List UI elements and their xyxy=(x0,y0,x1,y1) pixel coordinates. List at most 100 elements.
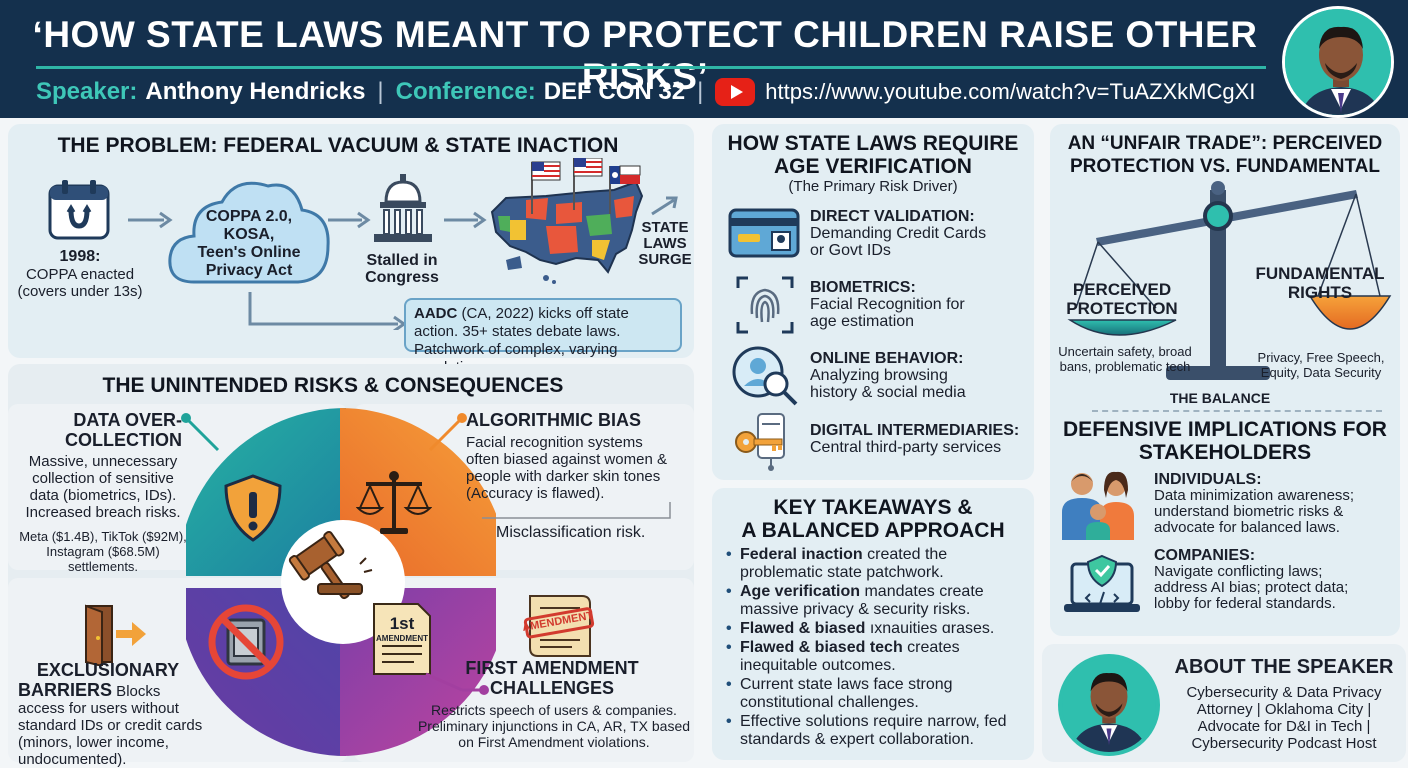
about-text: Cybersecurity & Data Privacy Attorney | … xyxy=(1166,684,1402,752)
doc-label-1: 1st xyxy=(389,614,415,633)
barriers-title-line-2: BARRIERS xyxy=(18,680,113,700)
key-server-icon xyxy=(732,412,802,477)
companies-line: lobby for federal standards. xyxy=(1154,595,1336,612)
about-line: Cybersecurity & Data Privacy xyxy=(1186,684,1382,701)
list-item: Flawed & biased ıxnauities ɑrases. xyxy=(726,620,1030,638)
verify-item: ONLINE BEHAVIOR: Analyzing browsing hist… xyxy=(810,350,966,401)
individuals-line: advocate for balanced laws. xyxy=(1154,519,1340,536)
verify-line: Analyzing browsing xyxy=(810,367,948,384)
verify-title-line: AGE VERIFICATION xyxy=(774,155,972,178)
takeaways-title-line: KEY TAKEAWAYS & xyxy=(773,496,973,519)
verify-title: HOW STATE LAWS REQUIRE AGE VERIFICATION xyxy=(712,132,1034,178)
scales-icon xyxy=(355,468,433,543)
defensive-title: DEFENSIVE IMPLICATIONS FOR STAKEHOLDERS xyxy=(1050,418,1400,464)
bias-block: ALGORITHMIC BIAS Facial recognition syst… xyxy=(466,410,676,502)
about-line: Cybersecurity Podcast Host xyxy=(1191,735,1377,752)
takeaway-bold: Federal inaction xyxy=(740,546,863,563)
verify-heading: ONLINE BEHAVIOR: xyxy=(810,350,964,367)
scroll-stamp-icon xyxy=(520,590,596,667)
verify-line: history & social media xyxy=(810,384,966,401)
laptop-shield-icon xyxy=(1062,554,1142,623)
list-item: Current state laws face strong constitut… xyxy=(726,676,1030,712)
amendment-title: FIRST AMENDMENT CHALLENGES xyxy=(414,658,690,698)
right-label-line: RIGHTS xyxy=(1287,283,1353,302)
amendment-doc-icon xyxy=(370,600,434,683)
companies-line: Navigate conflicting laws; xyxy=(1154,563,1323,580)
verify-line: Facial Recognition for xyxy=(810,296,965,313)
cloud-icon xyxy=(164,172,334,301)
barriers-text: Blocks access for users without standard… xyxy=(18,683,203,768)
verify-heading: DIGITAL INTERMEDIARIES: xyxy=(810,422,1020,439)
takeaway-text: Current state laws face strong constitut… xyxy=(740,676,953,711)
data-title: DATA OVER- COLLECTION xyxy=(18,410,188,450)
companies-heading: COMPANIES: xyxy=(1154,547,1256,564)
takeaways-title: KEY TAKEAWAYS & A BALANCED APPROACH xyxy=(712,496,1034,542)
barriers-block: EXCLUSIONARY BARRIERS Blocks access for … xyxy=(18,660,208,768)
left-sub: Uncertain safety, broad bans, problemati… xyxy=(1050,344,1200,374)
leader-line xyxy=(425,672,489,695)
amendment-title-line: CHALLENGES xyxy=(489,678,614,698)
list-item: Effective solutions require narrow, fed … xyxy=(726,713,1030,749)
step2-line: COPPA 2.0, xyxy=(205,208,293,225)
data-title-line: COLLECTION xyxy=(65,430,182,450)
step2-line: KOSA, xyxy=(223,226,275,243)
individuals-line: Data minimization awareness; xyxy=(1154,487,1355,504)
barriers-text-wrap: BARRIERS Blocks access for users without… xyxy=(18,680,208,768)
step4-text: STATE LAWS SURGE xyxy=(636,220,694,268)
companies-block: COMPANIES: Navigate conflicting laws; ad… xyxy=(1154,548,1394,612)
bias-sub: Misclassification risk. xyxy=(496,524,646,541)
us-map-icon xyxy=(486,160,646,295)
calendar-icon xyxy=(46,176,112,247)
amendment-line: on First Amendment violations. xyxy=(458,734,650,750)
verify-item: BIOMETRICS: Facial Recognition for age e… xyxy=(810,279,965,330)
door-exit-icon xyxy=(80,602,150,671)
about-line: Attorney | Oklahoma City | xyxy=(1196,701,1372,718)
list-item: Flawed & biased tech creates inequitable… xyxy=(726,639,1030,675)
takeaway-text: created the problematic state patchwork. xyxy=(740,546,948,581)
conference-label: Conference: xyxy=(395,78,536,105)
defensive-title-line: STAKEHOLDERS xyxy=(1138,441,1312,464)
takeaways-list: Federal inaction created the problematic… xyxy=(726,546,1030,750)
youtube-link[interactable]: https://www.youtube.com/watch?v=TuAZXkMC… xyxy=(765,79,1256,104)
family-icon xyxy=(1058,468,1142,545)
list-item: Federal inaction created the problematic… xyxy=(726,546,1030,582)
user-search-icon xyxy=(730,344,800,411)
callout-text: (CA, 2022) kicks off state action. 35+ s… xyxy=(414,305,629,376)
balance-scale-icon xyxy=(1056,180,1396,395)
arrow-icon xyxy=(328,211,371,229)
left-sub-line: Uncertain safety, broad xyxy=(1058,344,1192,359)
companies-line: address AI bias; protect data; xyxy=(1154,579,1349,596)
shield-warning-icon xyxy=(222,472,284,549)
amendment-line: Preliminary injunctions in CA, AR, TX ba… xyxy=(417,718,691,734)
risks-title: THE UNINTENDED RISKS & CONSEQUENCES xyxy=(102,374,564,397)
left-label-line: PROTECTION xyxy=(1066,299,1178,318)
step2-line: Teen's Online xyxy=(197,244,301,261)
meta-separator-2: | xyxy=(697,78,704,105)
barriers-title: EXCLUSIONARY xyxy=(18,660,198,680)
trade-title-line: AN “UNFAIR TRADE”: PERCEIVED xyxy=(1067,133,1383,154)
step3-line: Stalled in xyxy=(366,252,438,269)
blocked-id-icon xyxy=(206,602,286,687)
header-divider xyxy=(36,66,1266,69)
youtube-icon[interactable] xyxy=(715,78,756,106)
speaker-portrait-icon xyxy=(1058,654,1160,756)
page-title: ‘HOW STATE LAWS MEANT TO PROTECT CHILDRE… xyxy=(32,14,1258,97)
trade-title-line: PROTECTION VS. FUNDAMENTAL xyxy=(1070,156,1380,177)
verify-panel: HOW STATE LAWS REQUIRE AGE VERIFICATION … xyxy=(712,124,1034,480)
problem-title: THE PROBLEM: FEDERAL VACUUM & STATE INAC… xyxy=(57,134,619,157)
defensive-title-line: DEFENSIVE IMPLICATIONS FOR xyxy=(1063,418,1387,441)
arrow-icon xyxy=(128,211,173,229)
takeaways-panel: KEY TAKEAWAYS & A BALANCED APPROACH Fede… xyxy=(712,488,1034,760)
id-card-icon xyxy=(728,206,800,265)
speaker-label: Speaker: xyxy=(36,78,138,105)
verify-line: age estimation xyxy=(810,313,915,330)
right-sub-line: Privacy, Free Speech, xyxy=(1257,350,1385,365)
trade-title: AN “UNFAIR TRADE”: PERCEIVED PROTECTION … xyxy=(1050,132,1400,178)
left-sub-line: bans, problematic tech xyxy=(1059,359,1191,374)
individuals-block: INDIVIDUALS: Data minimization awareness… xyxy=(1154,472,1394,536)
step1-year: 1998: xyxy=(59,248,101,265)
section-divider xyxy=(1092,410,1382,412)
about-title: ABOUT THE SPEAKER xyxy=(1174,656,1394,678)
verify-line: Central third-party services xyxy=(810,439,1002,456)
right-label: FUNDAMENTAL RIGHTS xyxy=(1250,264,1390,302)
